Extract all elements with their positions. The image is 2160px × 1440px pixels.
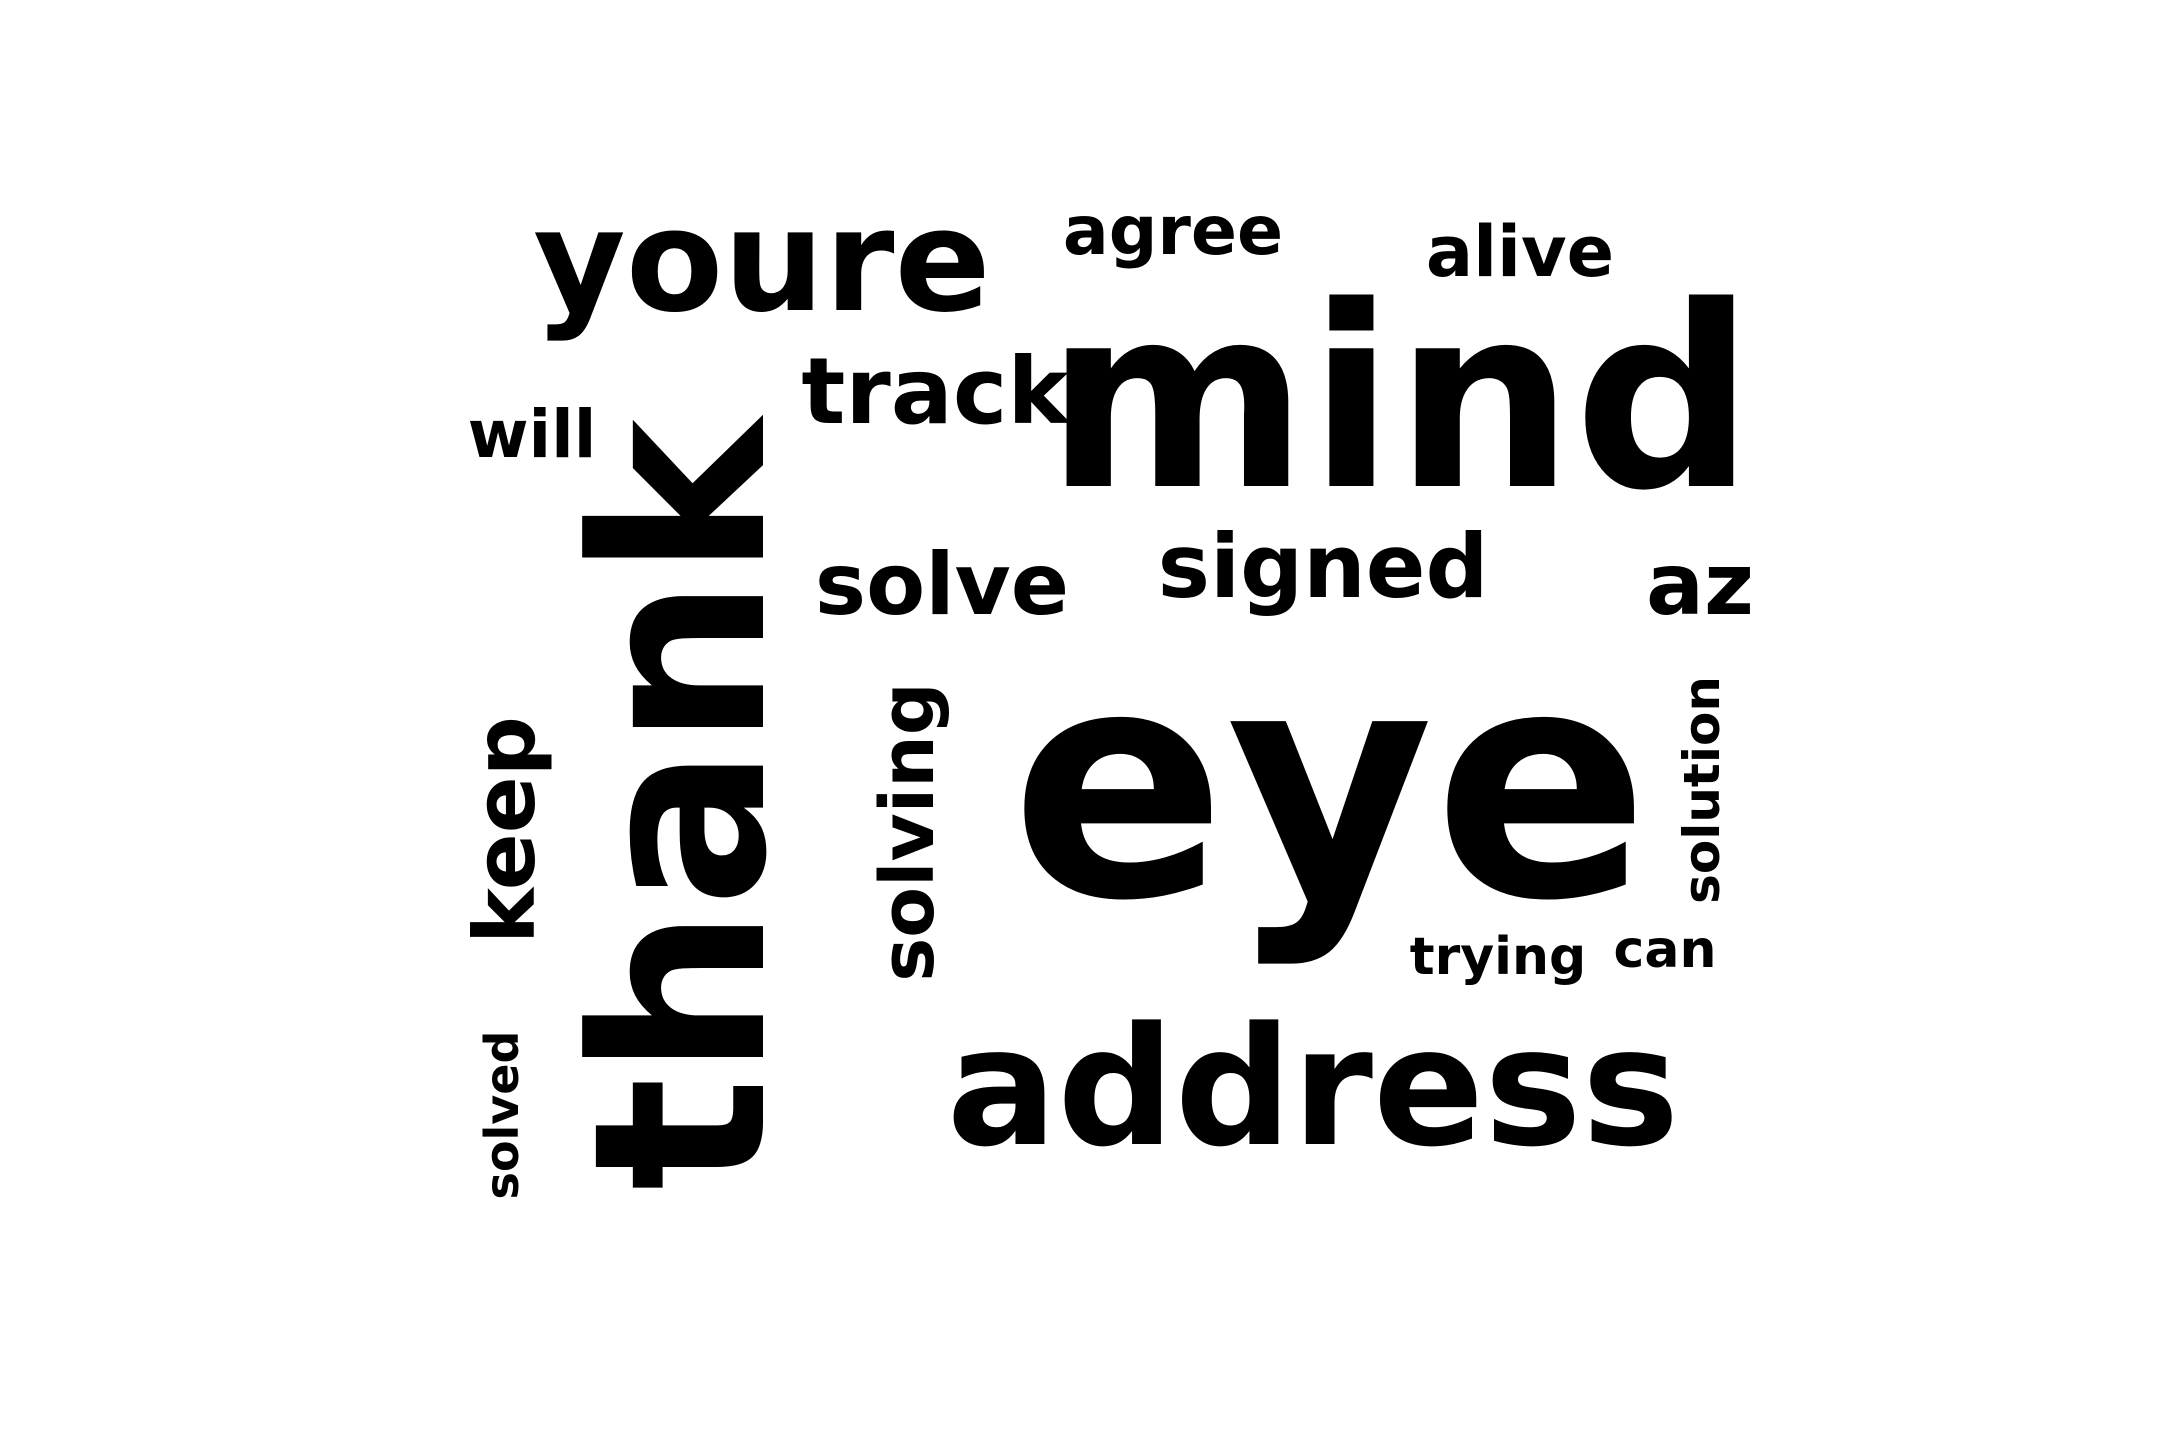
word-trying: trying bbox=[1409, 927, 1587, 987]
word-az: az bbox=[1645, 535, 1755, 635]
word-solve: solve bbox=[814, 535, 1070, 635]
word-address: address bbox=[946, 992, 1680, 1183]
word-youre: youre bbox=[533, 179, 991, 344]
word-solving: solving bbox=[865, 682, 951, 982]
word-agree: agree bbox=[1062, 192, 1284, 271]
word-mind: mind bbox=[1045, 253, 1755, 546]
word-think: thank bbox=[543, 419, 820, 1191]
word-keep: keep bbox=[456, 716, 554, 944]
word-eye: eye bbox=[1010, 600, 1650, 970]
word-track: track bbox=[801, 338, 1069, 445]
word-signed: signed bbox=[1157, 515, 1489, 618]
word-solved: solved bbox=[475, 1030, 529, 1200]
word-will: will bbox=[467, 396, 597, 473]
word-alive: alive bbox=[1425, 211, 1615, 293]
word-can: can bbox=[1613, 920, 1717, 980]
word-solution: solution bbox=[1673, 676, 1731, 904]
